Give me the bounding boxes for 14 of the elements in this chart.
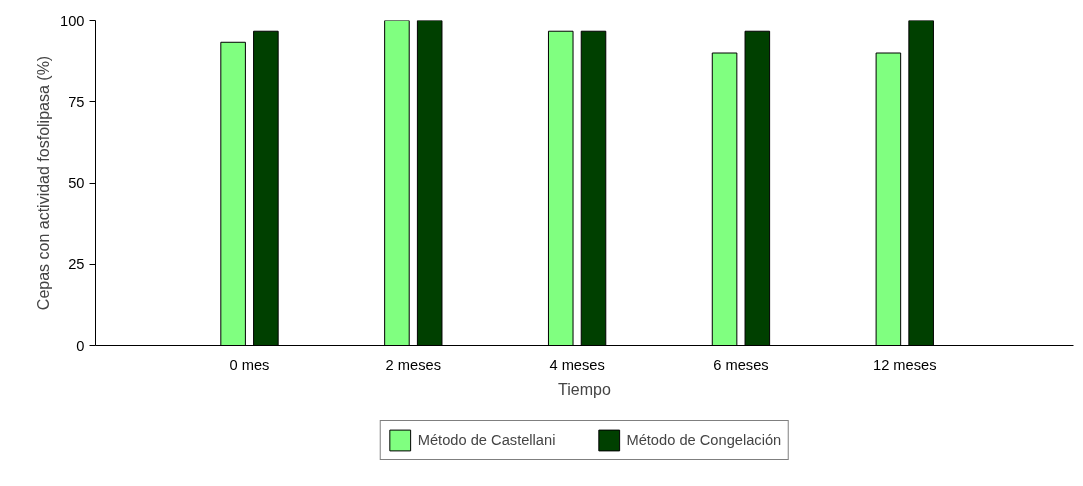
x-tick-label: 0 mes [229,356,270,373]
y-tick-label: 25 [68,256,85,273]
y-tick-label: 75 [68,93,85,110]
x-axis-title: Tiempo [558,380,611,398]
x-tick-label: 12 meses [873,356,937,373]
legend-label: Método de Congelación [626,432,782,448]
legend-label: Método de Castellani [417,432,556,448]
y-tick-label: 50 [68,175,85,191]
y-tick-label: 100 [60,12,85,29]
x-tick-label: 4 meses [549,356,605,373]
x-tick-label: 2 meses [385,356,441,373]
y-axis-title: Cepas con actividad fosfolipasa (%) [35,55,53,311]
y-tick-label: 0 [76,337,85,354]
x-tick-label: 6 meses [713,356,769,373]
